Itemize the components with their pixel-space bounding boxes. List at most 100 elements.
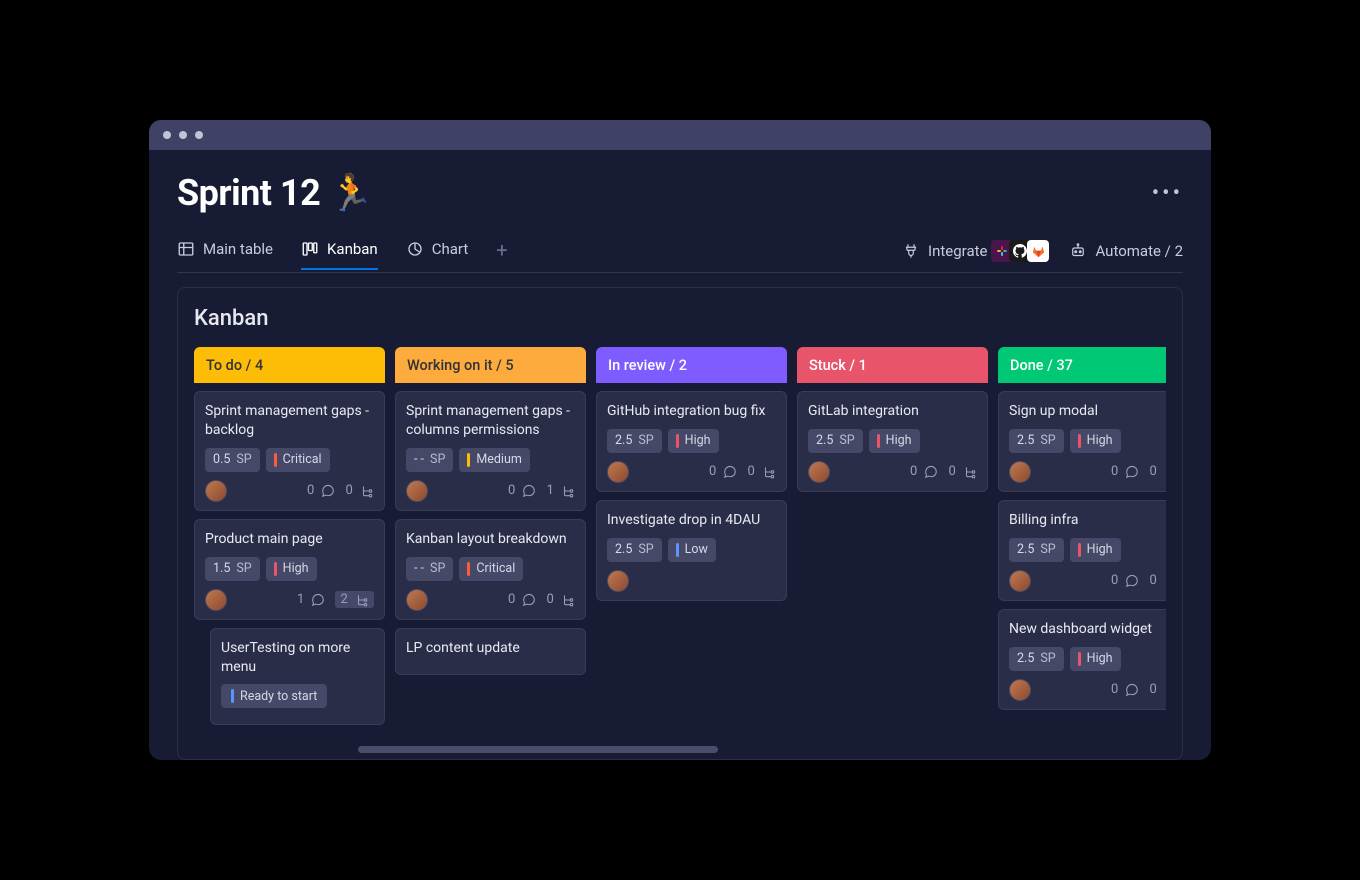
kanban-card[interactable]: Kanban layout breakdown - -SPCritical 0 0 [395, 519, 586, 620]
card-title: GitLab integration [808, 402, 977, 421]
subitems-count[interactable]: 0 [546, 592, 575, 607]
story-points-chip: - -SP [406, 557, 453, 581]
tab-kanban[interactable]: Kanban [301, 240, 378, 270]
story-points-chip: 2.5SP [808, 429, 863, 453]
card-chips: Ready to start [221, 684, 374, 708]
card-title: GitHub integration bug fix [607, 402, 776, 421]
assignee-avatar[interactable] [1009, 461, 1031, 483]
kanban-card[interactable]: Sprint management gaps - columns permiss… [395, 391, 586, 511]
card-chips: 2.5SPHigh [607, 429, 776, 453]
subitems-count[interactable]: 0 [747, 464, 776, 479]
assignee-avatar[interactable] [406, 589, 428, 611]
more-menu-button[interactable]: ••• [1152, 181, 1183, 206]
card-footer: 1 2 [205, 589, 374, 611]
kanban-card[interactable]: Sign up modal2.5SPHigh0 0 [998, 391, 1166, 492]
kanban-card[interactable]: Billing infra2.5SPHigh0 0 [998, 500, 1166, 601]
comments-count[interactable]: 0 [1111, 682, 1140, 697]
column-header[interactable]: Working on it / 5 [395, 347, 586, 383]
window-control-close[interactable] [163, 131, 171, 139]
kanban-card[interactable]: New dashboard widget2.5SPHigh0 0 [998, 609, 1166, 710]
assignee-avatar[interactable] [1009, 679, 1031, 701]
card-chips: 0.5SPCritical [205, 448, 374, 472]
card-footer [607, 570, 776, 592]
column-cards: GitLab integration 2.5SPHigh 0 0 [797, 391, 988, 492]
card-chips: - -SPCritical [406, 557, 575, 581]
column-header[interactable]: Stuck / 1 [797, 347, 988, 383]
subitems-count[interactable]: 0 [1149, 682, 1166, 697]
subitems-count[interactable]: 2 [335, 591, 374, 608]
assignee-avatar[interactable] [1009, 570, 1031, 592]
comments-count[interactable]: 0 [508, 592, 537, 607]
assignee-avatar[interactable] [808, 461, 830, 483]
assignee-avatar[interactable] [607, 461, 629, 483]
card-chips: 2.5SPHigh [1009, 647, 1166, 671]
gitlab-icon [1027, 240, 1049, 262]
card-title: Billing infra [1009, 511, 1166, 530]
kanban-card[interactable]: GitLab integration 2.5SPHigh 0 0 [797, 391, 988, 492]
comments-count[interactable]: 0 [508, 483, 537, 498]
story-points-chip: 2.5SP [607, 429, 662, 453]
card-chips: - -SPMedium [406, 448, 575, 472]
assignee-avatar[interactable] [406, 480, 428, 502]
kanban-icon [301, 240, 319, 258]
tab-main-table[interactable]: Main table [177, 240, 273, 270]
column-header[interactable]: Done / 37 [998, 347, 1166, 383]
assignee-avatar[interactable] [607, 570, 629, 592]
card-stats: 1 2 [297, 591, 374, 608]
column-cards: Sprint management gaps - backlog 0.5SPCri… [194, 391, 385, 725]
kanban-column-review: In review / 2 GitHub integration bug fix 2… [596, 347, 787, 759]
card-footer: 0 0 [1009, 461, 1166, 483]
priority-chip: High [1070, 647, 1121, 671]
column-header[interactable]: In review / 2 [596, 347, 787, 383]
add-view-button[interactable]: + [496, 238, 507, 272]
assignee-avatar[interactable] [205, 589, 227, 611]
column-cards: Sprint management gaps - columns permiss… [395, 391, 586, 675]
kanban-card[interactable]: UserTesting on more menuReady to start [210, 628, 385, 726]
integrate-button[interactable]: Integrate [902, 240, 1049, 262]
kanban-card[interactable]: Product main page 1.5SPHigh 1 2 [194, 519, 385, 620]
story-points-chip: - -SP [406, 448, 453, 472]
subitems-count[interactable]: 1 [546, 483, 575, 498]
priority-chip: High [869, 429, 920, 453]
kanban-card[interactable]: Investigate drop in 4DAU2.5SPLow [596, 500, 787, 601]
card-title: Sprint management gaps - backlog [205, 402, 374, 440]
card-title: Sprint management gaps - columns permiss… [406, 402, 575, 440]
kanban-card[interactable]: LP content update [395, 628, 586, 675]
kanban-card[interactable]: Sprint management gaps - backlog 0.5SPCri… [194, 391, 385, 511]
window-control-min[interactable] [179, 131, 187, 139]
comments-count[interactable]: 0 [709, 464, 738, 479]
view-tabs-row: Main table Kanban Chart + [177, 238, 1183, 273]
window-control-max[interactable] [195, 131, 203, 139]
subitems-count[interactable]: 0 [1149, 464, 1166, 479]
priority-chip: High [266, 557, 317, 581]
card-title: Kanban layout breakdown [406, 530, 575, 549]
automate-button[interactable]: Automate / 2 [1069, 242, 1183, 260]
card-title: Product main page [205, 530, 374, 549]
card-stats: 0 1 [508, 483, 575, 498]
card-chips: 1.5SPHigh [205, 557, 374, 581]
column-cards: Sign up modal2.5SPHigh0 0 Billing infra2… [998, 391, 1166, 710]
card-stats: 0 0 [1111, 573, 1166, 588]
horizontal-scrollbar[interactable] [358, 746, 718, 753]
subitems-count[interactable]: 0 [1149, 573, 1166, 588]
assignee-avatar[interactable] [205, 480, 227, 502]
window-titlebar [149, 120, 1211, 150]
card-footer: 0 0 [808, 461, 977, 483]
priority-chip: Critical [266, 448, 330, 472]
comments-count[interactable]: 0 [910, 464, 939, 479]
subitems-count[interactable]: 0 [948, 464, 977, 479]
comments-count[interactable]: 1 [297, 592, 326, 607]
story-points-chip: 2.5SP [1009, 647, 1064, 671]
table-icon [177, 240, 195, 258]
subitems-count[interactable]: 0 [345, 483, 374, 498]
card-footer: 0 0 [205, 480, 374, 502]
card-title: LP content update [406, 639, 575, 658]
kanban-card[interactable]: GitHub integration bug fix 2.5SPHigh 0 0 [596, 391, 787, 492]
column-header[interactable]: To do / 4 [194, 347, 385, 383]
tab-label: Chart [432, 240, 469, 258]
tab-chart[interactable]: Chart [406, 240, 469, 270]
comments-count[interactable]: 0 [1111, 464, 1140, 479]
comments-count[interactable]: 0 [307, 483, 336, 498]
priority-chip: Low [668, 538, 716, 562]
comments-count[interactable]: 0 [1111, 573, 1140, 588]
